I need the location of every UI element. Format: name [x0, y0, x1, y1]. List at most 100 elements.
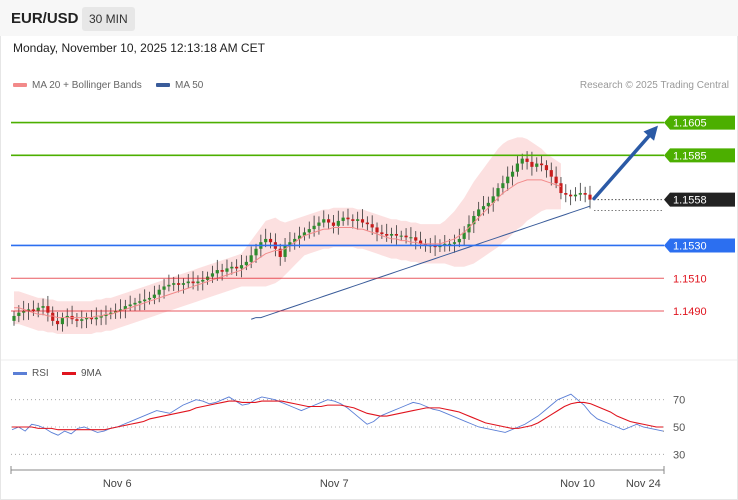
candle-body: [152, 294, 156, 298]
candle-body: [341, 217, 345, 221]
candle-body: [181, 283, 186, 285]
legend-rsi-label: RSI: [32, 368, 49, 379]
candle-body: [114, 311, 118, 313]
candle-body: [65, 315, 69, 318]
candle-body: [225, 268, 229, 272]
candle-body: [133, 302, 137, 305]
candle-body: [46, 306, 50, 313]
candle-body: [41, 306, 45, 308]
ma9-swatch: [62, 371, 76, 375]
candle-body: [176, 283, 181, 285]
legend-ma20: MA 20 + Bollinger Bands: [13, 80, 142, 91]
candle-body: [249, 255, 253, 262]
rsi-ma9-line: [12, 400, 663, 431]
candle-body: [452, 242, 457, 244]
candle-body: [385, 234, 389, 236]
candle-body: [80, 319, 84, 321]
candle-body: [583, 193, 587, 195]
rsi-tick-label: 70: [673, 395, 685, 407]
candle-body: [486, 202, 490, 207]
timeframe-badge[interactable]: 30 MIN: [82, 7, 135, 31]
level-tag: [664, 192, 735, 207]
candle-body: [457, 238, 461, 243]
legend-9ma: 9MA: [62, 368, 102, 379]
candle-body: [312, 225, 316, 230]
candle-body: [501, 183, 505, 189]
candle-body: [578, 193, 582, 195]
level-label: 1.1490: [673, 306, 707, 318]
candle-body: [380, 232, 384, 235]
candle-body: [55, 320, 60, 325]
time-axis-label: Nov 24: [626, 478, 661, 490]
candle-body: [99, 315, 103, 318]
price-plot: 1.1605 1.1585 1.1558 1.1530 1.1510 1.1490: [1, 115, 737, 361]
candle-body: [510, 171, 515, 177]
candle-body: [239, 265, 244, 269]
candle-body: [167, 284, 171, 287]
rsi-tick-label: 50: [673, 422, 685, 434]
candle-body: [307, 229, 311, 233]
ma50-swatch: [156, 83, 170, 88]
candle-body: [191, 281, 195, 284]
candle-body: [264, 238, 268, 243]
candle-body: [520, 158, 524, 164]
candle-body: [375, 227, 379, 233]
candle-body: [201, 279, 205, 282]
level-label: 1.1530: [673, 240, 707, 252]
candle-body: [12, 315, 16, 321]
candle-body: [147, 297, 152, 300]
candle-body: [186, 281, 190, 284]
candle-body: [36, 307, 40, 312]
candle-body: [539, 163, 544, 166]
candle-body: [409, 237, 413, 239]
projection-arrow: [592, 130, 654, 201]
candle-body: [544, 165, 549, 171]
candle-body: [31, 309, 35, 312]
credit-label: Research © 2025 Trading Central: [579, 80, 729, 91]
candle-body: [138, 301, 142, 303]
candle-body: [268, 238, 273, 243]
level-label: 1.1585: [673, 150, 707, 162]
candle-body: [564, 193, 568, 195]
candle-body: [104, 314, 108, 316]
candle-body: [220, 270, 224, 272]
candle-body: [554, 176, 558, 184]
level-label: 1.1558: [673, 195, 707, 207]
candle-body: [481, 206, 486, 210]
candle-body: [573, 194, 578, 197]
candle-body: [588, 194, 592, 200]
candle-body: [448, 243, 452, 245]
candle-body: [515, 163, 519, 172]
time-axis-label: Nov 10: [560, 478, 595, 490]
candle-body: [418, 240, 423, 244]
candle-body: [467, 224, 471, 233]
candle-body: [293, 238, 297, 243]
candle-body: [230, 266, 234, 269]
candle-body: [172, 283, 176, 285]
candle-body: [322, 219, 326, 223]
candle-body: [278, 248, 282, 257]
level-label: 1.1510: [673, 273, 707, 285]
candle-body: [331, 222, 336, 226]
candle-body: [346, 217, 350, 220]
candle-body: [394, 234, 398, 236]
candle-body: [399, 235, 403, 237]
level-tag: [664, 148, 735, 163]
candle-body: [370, 224, 374, 228]
legend-rsi: RSI: [13, 368, 49, 379]
candle-body: [525, 158, 529, 162]
symbol-label: EUR/USD: [11, 10, 79, 27]
candle-body: [317, 222, 321, 226]
candle-body: [196, 281, 200, 284]
bollinger-band: [14, 137, 561, 334]
candle-body: [356, 219, 360, 221]
candle-body: [360, 219, 365, 223]
rsi-swatch: [13, 371, 27, 375]
candle-body: [157, 289, 161, 295]
legend-ma50: MA 50: [156, 80, 203, 91]
candle-body: [89, 317, 94, 320]
legend-ma50-label: MA 50: [175, 80, 204, 91]
candle-body: [404, 235, 408, 238]
candle-body: [535, 163, 539, 167]
